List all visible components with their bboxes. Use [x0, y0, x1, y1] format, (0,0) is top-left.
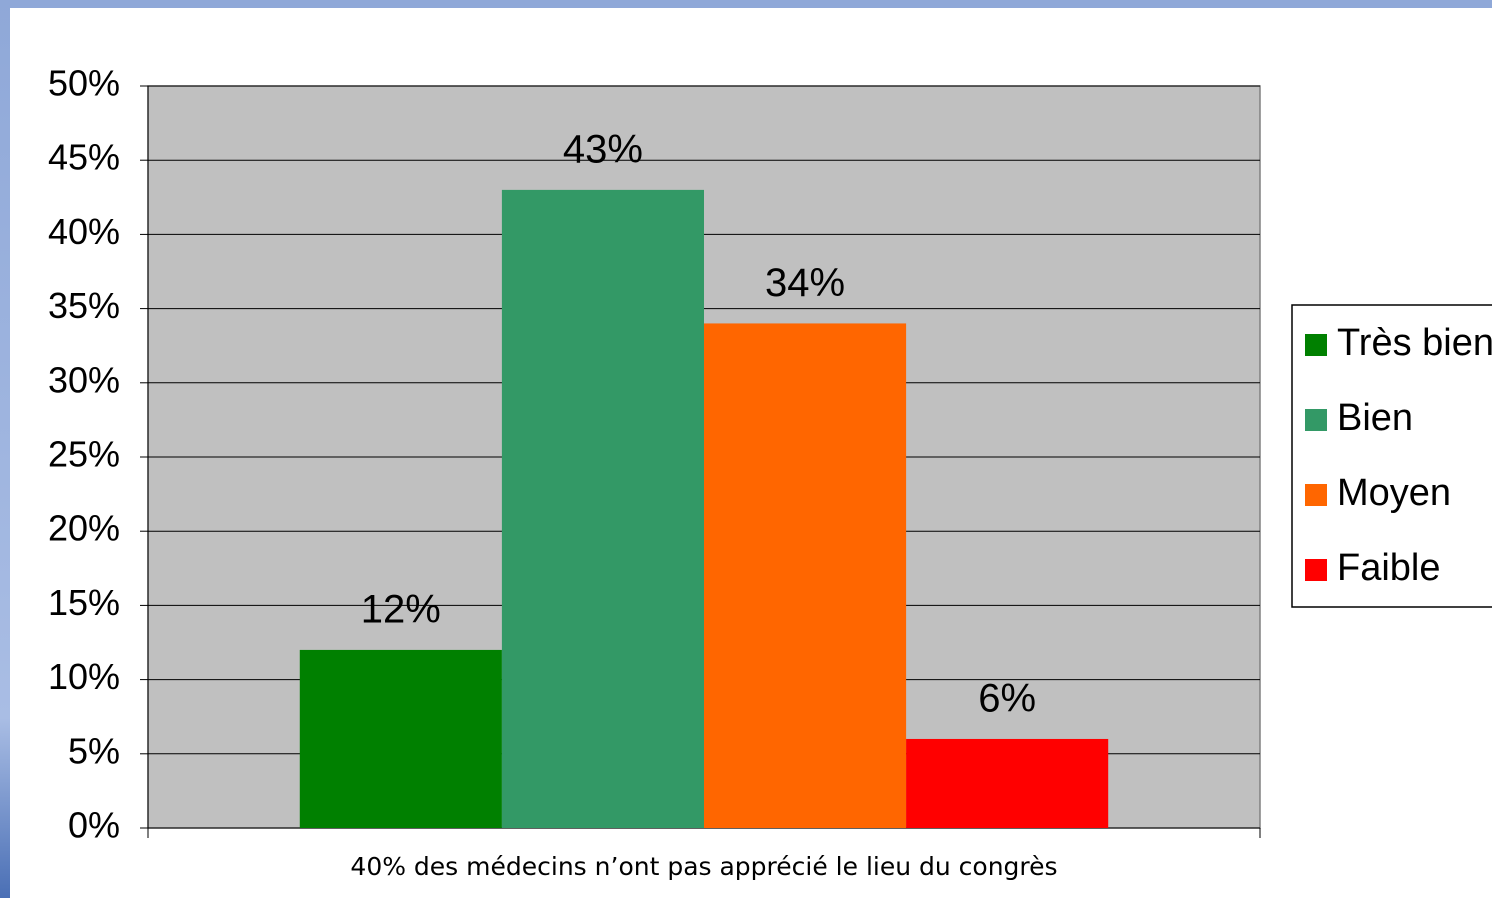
bar	[501, 189, 704, 828]
legend-swatch	[1305, 334, 1327, 356]
y-tick-label: 35%	[48, 285, 120, 326]
bar	[906, 738, 1109, 828]
legend-label: Faible	[1337, 547, 1441, 589]
y-tick-label: 10%	[48, 656, 120, 697]
y-tick-label: 45%	[48, 137, 120, 178]
legend-label: Bien	[1337, 397, 1413, 439]
data-label: 43%	[563, 127, 643, 171]
y-tick-label: 25%	[48, 434, 120, 475]
y-tick-label: 50%	[48, 63, 120, 104]
data-label: 34%	[765, 261, 845, 305]
legend-label: Très bien	[1337, 322, 1492, 364]
data-label: 12%	[361, 587, 441, 631]
y-tick-label: 20%	[48, 508, 120, 549]
legend-label: Moyen	[1337, 472, 1451, 514]
y-tick-label: 30%	[48, 359, 120, 400]
x-tick-label: 40% des médecins n’ont pas apprécié le l…	[350, 852, 1057, 881]
legend-swatch	[1305, 409, 1327, 431]
y-tick-label: 5%	[68, 730, 120, 771]
y-tick-label: 15%	[48, 582, 120, 623]
legend-swatch	[1305, 484, 1327, 506]
bar	[299, 649, 502, 828]
y-tick-label: 0%	[68, 805, 120, 846]
legend-swatch	[1305, 559, 1327, 581]
bar	[704, 323, 907, 828]
y-tick-label: 40%	[48, 211, 120, 252]
data-label: 6%	[978, 677, 1036, 721]
legend-box	[1291, 304, 1492, 608]
